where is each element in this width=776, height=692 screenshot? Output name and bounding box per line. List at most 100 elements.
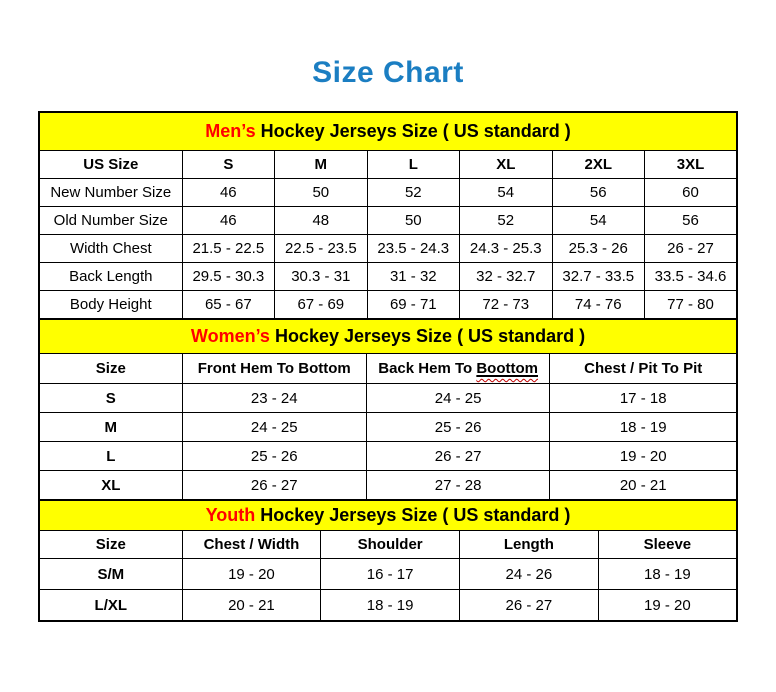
size-value-cell: 56 bbox=[551, 178, 646, 207]
spellcheck-squiggle: Boottom bbox=[476, 360, 538, 377]
table-row-width-chest: Width Chest 21.5 - 22.5 22.5 - 23.5 23.5… bbox=[38, 234, 738, 263]
size-value-cell: 33.5 - 34.6 bbox=[644, 262, 738, 291]
row-label: S bbox=[38, 383, 183, 413]
womens-table-title-row: Women’s Hockey Jerseys Size ( US standar… bbox=[38, 318, 738, 354]
size-value-cell: 74 - 76 bbox=[551, 290, 646, 320]
column-header-sleeve: Sleeve bbox=[597, 530, 738, 559]
youth-title-rest: Hockey Jerseys Size ( US standard ) bbox=[255, 505, 571, 525]
size-value-cell: 54 bbox=[551, 206, 646, 235]
table-row-new-number-size: New Number Size 46 50 52 54 56 60 bbox=[38, 178, 738, 207]
size-value-cell: 19 - 20 bbox=[181, 558, 322, 590]
column-header-s: S bbox=[181, 150, 276, 179]
size-value-cell: 22.5 - 23.5 bbox=[274, 234, 368, 263]
column-header-chest-pit: Chest / Pit To Pit bbox=[549, 353, 738, 384]
size-value-cell: 26 - 27 bbox=[365, 441, 551, 471]
column-header-size: Size bbox=[38, 530, 183, 559]
size-value-cell: 77 - 80 bbox=[644, 290, 738, 320]
table-row-old-number-size: Old Number Size 46 48 50 52 54 56 bbox=[38, 206, 738, 235]
back-hem-prefix: Back Hem To bbox=[378, 360, 477, 377]
youth-size-table: Youth Hockey Jerseys Size ( US standard … bbox=[38, 499, 738, 622]
size-value-cell: 25 - 26 bbox=[365, 412, 551, 442]
table-row-back-length: Back Length 29.5 - 30.3 30.3 - 31 31 - 3… bbox=[38, 262, 738, 291]
mens-header-row: US Size S M L XL 2XL 3XL bbox=[38, 150, 738, 179]
size-value-cell: 65 - 67 bbox=[181, 290, 276, 320]
size-value-cell: 24 - 25 bbox=[181, 412, 367, 442]
table-row-women-xl: XL 26 - 27 27 - 28 20 - 21 bbox=[38, 470, 738, 501]
table-row-women-m: M 24 - 25 25 - 26 18 - 19 bbox=[38, 412, 738, 442]
size-value-cell: 32.7 - 33.5 bbox=[551, 262, 646, 291]
size-value-cell: 24 - 26 bbox=[459, 558, 599, 590]
mens-table-title-row: Men’s Hockey Jerseys Size ( US standard … bbox=[38, 111, 738, 151]
column-header-3xl: 3XL bbox=[644, 150, 738, 179]
size-value-cell: 27 - 28 bbox=[365, 470, 551, 501]
column-header-shoulder: Shoulder bbox=[320, 530, 461, 559]
row-label: Old Number Size bbox=[38, 206, 183, 235]
column-header-back-hem: Back Hem To Boottom bbox=[365, 353, 551, 384]
row-label: Width Chest bbox=[38, 234, 183, 263]
size-value-cell: 29.5 - 30.3 bbox=[181, 262, 276, 291]
size-value-cell: 23.5 - 24.3 bbox=[366, 234, 461, 263]
size-value-cell: 18 - 19 bbox=[549, 412, 738, 442]
size-value-cell: 54 bbox=[459, 178, 553, 207]
mens-size-table: Men’s Hockey Jerseys Size ( US standard … bbox=[38, 111, 738, 320]
size-value-cell: 18 - 19 bbox=[320, 589, 461, 622]
row-label: XL bbox=[38, 470, 183, 501]
size-value-cell: 21.5 - 22.5 bbox=[181, 234, 276, 263]
size-value-cell: 19 - 20 bbox=[597, 589, 738, 622]
size-value-cell: 52 bbox=[459, 206, 553, 235]
size-value-cell: 46 bbox=[181, 206, 276, 235]
row-label: M bbox=[38, 412, 183, 442]
row-label: S/M bbox=[38, 558, 183, 590]
table-row-youth-lxl: L/XL 20 - 21 18 - 19 26 - 27 19 - 20 bbox=[38, 589, 738, 622]
size-value-cell: 20 - 21 bbox=[181, 589, 322, 622]
size-value-cell: 17 - 18 bbox=[549, 383, 738, 413]
size-chart-tables: Men’s Hockey Jerseys Size ( US standard … bbox=[38, 111, 738, 622]
row-label: New Number Size bbox=[38, 178, 183, 207]
womens-header-row: Size Front Hem To Bottom Back Hem To Boo… bbox=[38, 353, 738, 384]
size-value-cell: 24.3 - 25.3 bbox=[459, 234, 553, 263]
column-header-m: M bbox=[274, 150, 368, 179]
youth-title-accent: Youth bbox=[205, 505, 256, 525]
mens-title-rest: Hockey Jerseys Size ( US standard ) bbox=[255, 121, 571, 141]
mens-title-accent: Men’s bbox=[205, 121, 256, 141]
column-header-l: L bbox=[366, 150, 461, 179]
size-value-cell: 72 - 73 bbox=[459, 290, 553, 320]
column-header-length: Length bbox=[459, 530, 599, 559]
table-row-women-l: L 25 - 26 26 - 27 19 - 20 bbox=[38, 441, 738, 471]
column-header-us-size: US Size bbox=[38, 150, 183, 179]
size-value-cell: 31 - 32 bbox=[366, 262, 461, 291]
row-label: L bbox=[38, 441, 183, 471]
youth-table-title-row: Youth Hockey Jerseys Size ( US standard … bbox=[38, 499, 738, 531]
size-value-cell: 25 - 26 bbox=[181, 441, 367, 471]
size-value-cell: 48 bbox=[274, 206, 368, 235]
column-header-chest-width: Chest / Width bbox=[181, 530, 322, 559]
column-header-2xl: 2XL bbox=[551, 150, 646, 179]
size-value-cell: 32 - 32.7 bbox=[459, 262, 553, 291]
size-value-cell: 60 bbox=[644, 178, 738, 207]
womens-table-title: Women’s Hockey Jerseys Size ( US standar… bbox=[38, 318, 738, 354]
size-value-cell: 46 bbox=[181, 178, 276, 207]
size-value-cell: 19 - 20 bbox=[549, 441, 738, 471]
youth-header-row: Size Chest / Width Shoulder Length Sleev… bbox=[38, 530, 738, 559]
size-value-cell: 30.3 - 31 bbox=[274, 262, 368, 291]
size-value-cell: 24 - 25 bbox=[365, 383, 551, 413]
size-value-cell: 67 - 69 bbox=[274, 290, 368, 320]
womens-title-rest: Hockey Jerseys Size ( US standard ) bbox=[269, 326, 586, 346]
size-value-cell: 26 - 27 bbox=[644, 234, 738, 263]
mens-table-title: Men’s Hockey Jerseys Size ( US standard … bbox=[38, 111, 738, 151]
table-row-women-s: S 23 - 24 24 - 25 17 - 18 bbox=[38, 383, 738, 413]
size-value-cell: 23 - 24 bbox=[181, 383, 367, 413]
size-value-cell: 69 - 71 bbox=[366, 290, 461, 320]
size-value-cell: 56 bbox=[644, 206, 738, 235]
column-header-xl: XL bbox=[459, 150, 553, 179]
womens-title-accent: Women’s bbox=[190, 326, 270, 346]
row-label: Back Length bbox=[38, 262, 183, 291]
youth-table-title: Youth Hockey Jerseys Size ( US standard … bbox=[38, 499, 738, 531]
row-label: Body Height bbox=[38, 290, 183, 320]
row-label: L/XL bbox=[38, 589, 183, 622]
size-value-cell: 18 - 19 bbox=[597, 558, 738, 590]
size-value-cell: 26 - 27 bbox=[459, 589, 599, 622]
size-value-cell: 52 bbox=[366, 178, 461, 207]
size-value-cell: 16 - 17 bbox=[320, 558, 461, 590]
